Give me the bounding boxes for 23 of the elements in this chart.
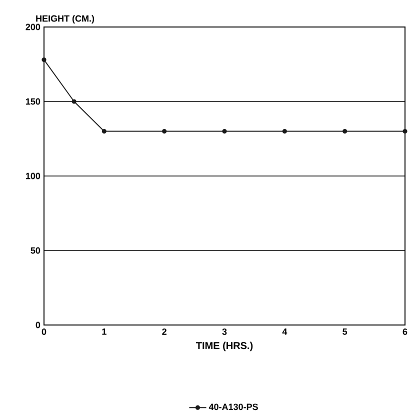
y-tick-label: 200: [26, 24, 40, 30]
point: [222, 128, 227, 134]
point: [402, 128, 408, 134]
x-tick-label: 1: [102, 328, 106, 335]
point: [162, 128, 167, 134]
x-tick-label: 3: [222, 328, 227, 335]
y-tick-label: 100: [26, 172, 40, 180]
x-tick-label: 4: [282, 328, 288, 335]
point: [42, 57, 46, 62]
x-tick-label: 5: [342, 328, 348, 335]
point: [282, 128, 288, 134]
y-tick-label: 150: [26, 98, 40, 105]
point: [102, 128, 107, 134]
y-tick-label: 50: [30, 247, 40, 254]
x-tick-label: 0: [42, 328, 46, 335]
x-tick-label: 2: [162, 328, 167, 335]
y-tick-label: 0: [36, 322, 40, 328]
point: [342, 128, 348, 134]
x-tick-label: 6: [402, 328, 408, 335]
x-axis-title: TIME (HRS.): [196, 342, 253, 352]
y-axis-title: HEIGHT (CM.): [36, 15, 94, 24]
point: [72, 99, 76, 104]
legend-label: 40-A130-PS: [208, 404, 258, 410]
